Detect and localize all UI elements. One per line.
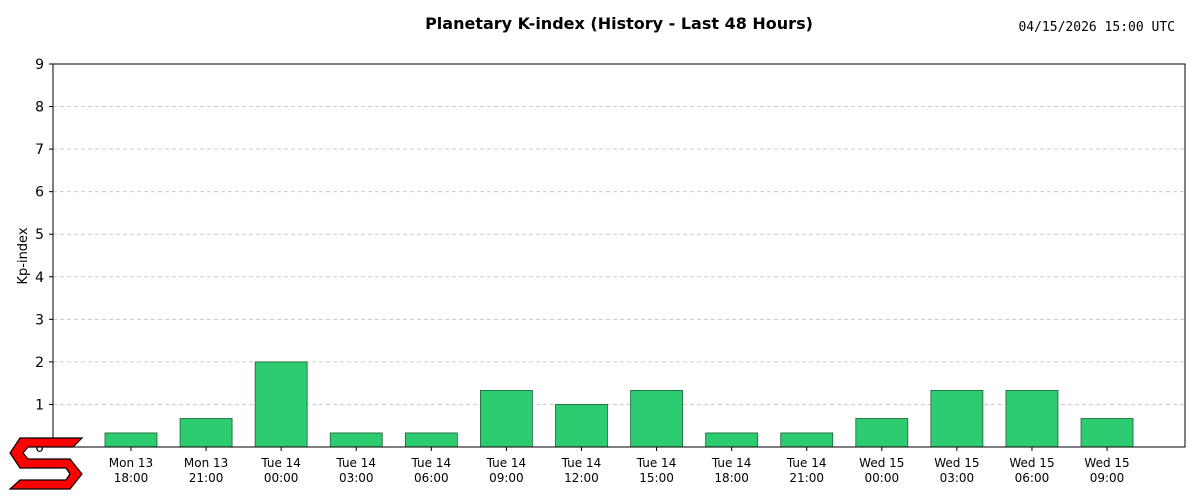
y-tick-label: 1 (35, 397, 44, 413)
kp-bar (329, 432, 383, 448)
y-tick-label: 9 (35, 57, 44, 73)
kp-bar (555, 404, 608, 448)
y-tick-label: 0 (35, 440, 44, 456)
x-tick-label-day: Tue 14 (411, 456, 452, 470)
kp-bar (404, 432, 458, 448)
x-tick-label-day: Tue 14 (786, 456, 827, 470)
plot-frame (52, 63, 1186, 448)
x-tick-label-day: Tue 14 (260, 456, 301, 470)
kp-bar (630, 390, 683, 448)
x-tick-label-time: 09:00 (489, 471, 524, 485)
x-tick-label-time: 21:00 (189, 471, 224, 485)
chart-title: Planetary K-index (History - Last 48 Hou… (425, 14, 813, 33)
x-tick-label-time: 18:00 (714, 471, 749, 485)
swpc-s-logo-icon (8, 437, 84, 490)
x-tick-label-time: 06:00 (1015, 471, 1050, 485)
chart-timestamp: 04/15/2026 15:00 UTC (1018, 20, 1175, 35)
y-tick-label: 7 (35, 142, 44, 158)
x-tick-label-time: 21:00 (789, 471, 824, 485)
kp-bar (780, 432, 834, 448)
kp-bar (855, 418, 909, 448)
x-tick-label-day: Tue 14 (561, 456, 602, 470)
kp-bar (1005, 390, 1059, 448)
y-axis-ticks: 0 1 2 3 4 5 6 7 8 9 (35, 57, 53, 456)
x-tick-label-day: Wed 15 (859, 456, 904, 470)
x-tick-label-day: Wed 15 (1084, 456, 1129, 470)
x-tick-label-time: 12:00 (564, 471, 599, 485)
bars (104, 361, 1134, 448)
kp-bar (930, 390, 984, 448)
x-tick-label-time: 00:00 (264, 471, 299, 485)
x-tick-label-time: 18:00 (114, 471, 149, 485)
kp-bar (179, 418, 233, 448)
kp-bar (254, 361, 308, 448)
y-tick-label: 2 (35, 355, 44, 371)
y-tick-label: 3 (35, 312, 44, 328)
x-tick-label-day: Tue 14 (486, 456, 527, 470)
kp-bar (479, 390, 533, 448)
x-tick-label-day: Wed 15 (934, 456, 979, 470)
x-tick-label-time: 15:00 (639, 471, 674, 485)
x-tick-label-day: Tue 14 (711, 456, 752, 470)
y-tick-label: 6 (35, 185, 44, 201)
kp-bar (1080, 418, 1134, 448)
y-axis-label: Kp-index (16, 227, 31, 284)
x-tick-label-day: Wed 15 (1009, 456, 1054, 470)
y-tick-label: 5 (35, 227, 44, 243)
x-tick-label-day: Mon 13 (184, 456, 228, 470)
x-tick-label-time: 00:00 (865, 471, 900, 485)
y-tick-label: 8 (35, 100, 44, 116)
kp-bar (104, 432, 158, 448)
y-tick-label: 4 (35, 270, 44, 286)
x-tick-label-time: 06:00 (414, 471, 449, 485)
x-tick-label-day: Mon 13 (109, 456, 153, 470)
kp-bar (705, 432, 759, 448)
x-tick-label-time: 03:00 (940, 471, 975, 485)
x-tick-label-day: Tue 14 (636, 456, 677, 470)
x-tick-label-day: Tue 14 (335, 456, 376, 470)
x-tick-label-time: 09:00 (1090, 471, 1125, 485)
x-tick-label-time: 03:00 (339, 471, 374, 485)
grid-lines (53, 106, 1185, 405)
